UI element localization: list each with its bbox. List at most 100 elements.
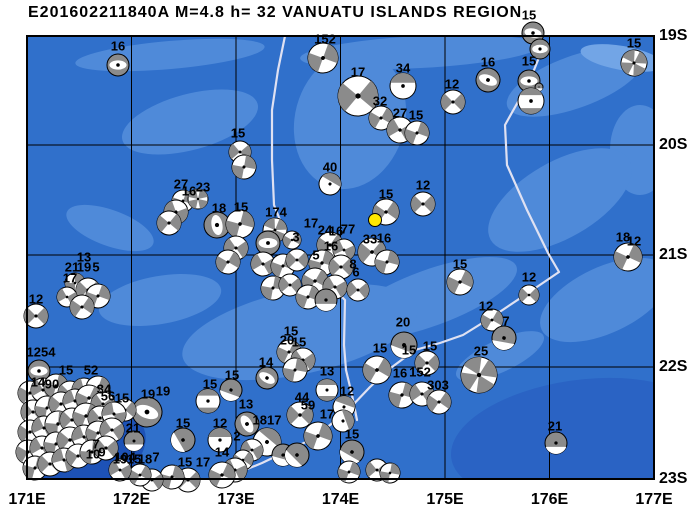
focal-mechanism[interactable]: [255, 230, 281, 256]
event-depth-label: 15: [626, 35, 642, 51]
longitude-tick-label: 171E: [8, 491, 46, 508]
focal-mechanism[interactable]: [89, 431, 123, 465]
focal-mechanism[interactable]: [387, 328, 420, 361]
focal-mechanism[interactable]: [336, 436, 369, 469]
event-depth-label: 16: [181, 183, 197, 199]
focal-mechanism[interactable]: [281, 244, 312, 275]
event-depth-label: 1254: [26, 344, 56, 360]
focal-mechanism[interactable]: [517, 87, 545, 115]
event-depth-label: 16: [376, 230, 392, 246]
focal-mechanism[interactable]: [207, 427, 233, 453]
focal-mechanism[interactable]: [212, 246, 245, 279]
event-depth-label: 21: [125, 420, 141, 436]
bathymetry-patch: [540, 257, 654, 343]
event-depth-label: 17: [350, 64, 366, 80]
focal-mechanism[interactable]: [477, 305, 507, 335]
focal-mechanism[interactable]: [105, 455, 135, 485]
focal-mechanism[interactable]: [330, 68, 386, 124]
event-depth-label: 15: [177, 454, 193, 470]
event-depth-label: 16: [392, 365, 408, 381]
event-depth-label: 16: [328, 223, 344, 239]
focal-mechanism[interactable]: [544, 431, 568, 455]
focal-mechanism[interactable]: [187, 188, 209, 210]
focal-mechanism[interactable]: [152, 206, 186, 240]
focal-mechanism[interactable]: [422, 385, 455, 418]
focal-mechanism[interactable]: [304, 39, 342, 77]
focal-mechanism[interactable]: [282, 397, 319, 434]
focal-mechanism[interactable]: [402, 118, 433, 149]
focal-mechanism[interactable]: [343, 275, 374, 306]
event-depth-label: 33: [362, 231, 378, 247]
event-depth-label: 12: [478, 298, 494, 314]
event-depth-label: 303: [427, 377, 449, 393]
focal-mechanism[interactable]: [389, 72, 417, 100]
focal-mechanism[interactable]: [252, 363, 282, 393]
focal-mechanism[interactable]: [406, 187, 440, 221]
event-depth-label: 16: [110, 38, 126, 54]
event-depth-label: 15: [401, 342, 417, 358]
event-depth-label: 15: [452, 256, 468, 272]
focal-mechanism[interactable]: [128, 393, 166, 431]
focal-mechanism[interactable]: [167, 424, 200, 457]
event-depth-label: 20: [279, 332, 295, 348]
focal-mechanism[interactable]: [315, 378, 339, 402]
focal-mechanism[interactable]: [202, 210, 232, 240]
focal-mechanism[interactable]: [123, 430, 145, 452]
highlighted-event-marker[interactable]: [368, 213, 382, 227]
focal-mechanism[interactable]: [618, 47, 650, 79]
focal-mechanism[interactable]: [609, 238, 646, 275]
event-depth-label: 21: [64, 259, 80, 275]
event-depth-label: 19: [76, 259, 92, 275]
focal-mechanism[interactable]: [443, 265, 478, 300]
map-border: [26, 35, 655, 480]
focal-mechanism[interactable]: [436, 85, 470, 119]
focal-mechanism[interactable]: [515, 281, 543, 309]
focal-mechanism[interactable]: [275, 270, 306, 301]
event-depth-label: 14: [258, 354, 274, 370]
event-depth-label: 27: [173, 176, 189, 192]
focal-mechanism[interactable]: [473, 65, 504, 96]
event-depth-label: 15: [230, 125, 246, 141]
focal-mechanism[interactable]: [223, 207, 257, 241]
focal-mechanism[interactable]: [315, 169, 345, 199]
focal-mechanism[interactable]: [281, 356, 309, 384]
focal-mechanism[interactable]: [230, 153, 258, 181]
event-depth-label: 9: [98, 444, 106, 460]
focal-mechanism[interactable]: [293, 282, 324, 313]
focal-mechanism[interactable]: [65, 290, 98, 323]
event-depth-label: 12: [626, 233, 642, 249]
event-depth-label: 59: [300, 397, 316, 413]
event-depth-label: 17: [62, 270, 78, 286]
focal-mechanism[interactable]: [410, 346, 444, 380]
focal-mechanism[interactable]: [280, 228, 305, 253]
focal-mechanism[interactable]: [314, 288, 338, 312]
focal-mechanism[interactable]: [300, 418, 336, 454]
event-depth-label: 14: [30, 374, 46, 390]
event-depth-label: 15: [58, 362, 74, 378]
event-depth-label: 8: [349, 256, 357, 272]
focal-mechanism[interactable]: [329, 407, 357, 435]
focal-mechanism[interactable]: [231, 408, 264, 441]
event-depth-label: 24: [317, 222, 333, 238]
event-depth-label: 15: [114, 390, 130, 406]
focal-mechanism[interactable]: [217, 376, 245, 404]
focal-mechanism[interactable]: [106, 53, 130, 77]
focal-mechanism[interactable]: [456, 352, 502, 398]
focal-mechanism[interactable]: [195, 388, 221, 414]
focal-mechanism[interactable]: [372, 247, 401, 276]
event-depth-label: 15: [224, 367, 240, 383]
focal-mechanism[interactable]: [365, 102, 398, 135]
focal-mechanism[interactable]: [490, 324, 518, 352]
latitude-tick-label: 22S: [659, 358, 688, 375]
event-depth-label: 7: [152, 449, 160, 465]
latitude-tick-label: 20S: [659, 136, 688, 153]
focal-mechanism[interactable]: [280, 438, 314, 472]
event-depth-label: 1817: [252, 412, 282, 428]
latitude-tick-label: 21S: [659, 246, 688, 263]
event-depth-label: 15: [422, 338, 438, 354]
event-depth-label: 44: [294, 389, 310, 405]
focal-mechanism[interactable]: [125, 460, 155, 490]
focal-mechanism[interactable]: [358, 351, 396, 389]
focal-mechanism[interactable]: [529, 38, 551, 60]
